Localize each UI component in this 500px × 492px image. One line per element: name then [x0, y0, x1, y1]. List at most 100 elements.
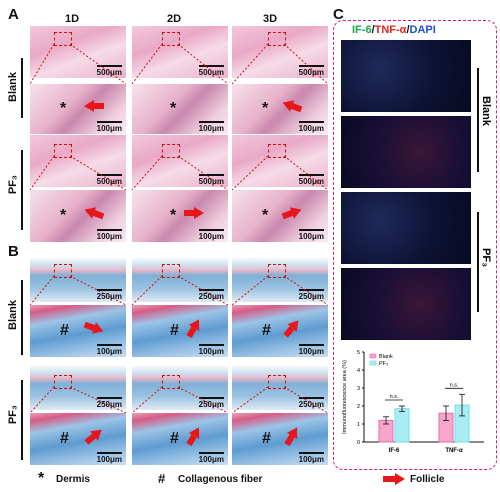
y-tick-label: 0 [357, 440, 360, 446]
a-blank-high-1: 100μm * [30, 84, 126, 134]
if-title: IF-6/TNF-α/DAPI [352, 24, 436, 36]
b-blank-scale-low-1: 250μm [96, 289, 122, 301]
legend-collagen: Collagenous fiber [178, 474, 263, 485]
bar-chart-svg: 0 1 2 3 4 5 Immunofluorescence area (%) IF-6 n.s… [342, 350, 484, 454]
b-pf3-mark-3: # [262, 430, 271, 447]
b-blank-scale-high-1: 100μm [96, 344, 122, 356]
b-pf3-low-3: 250μm [232, 366, 328, 410]
row-label-c-blank: Blank [480, 96, 492, 126]
b-blank-low-3: 250μm [232, 258, 328, 302]
a-pf3-mark-3: * [262, 207, 269, 224]
b-pf3-scale-high-3: 100μm [298, 452, 324, 464]
b-pf3-roi-3 [268, 375, 286, 389]
b-pf3-scale-low-3: 250μm [298, 397, 324, 409]
legend-label-0: Blank [379, 354, 393, 360]
b-pf3-low-2: 250μm [132, 366, 228, 410]
b-blank-low-2: 250μm [132, 258, 228, 302]
panel-label-b: B [8, 243, 19, 260]
a-pf3-scale-low-2: 500μm [198, 174, 224, 186]
scale-label: 250μm [298, 400, 324, 409]
scale-label: 100μm [198, 455, 224, 464]
if-image-pf3-2 [341, 268, 471, 340]
column-header-3d: 3D [262, 13, 278, 25]
if-image-blank-1 [341, 40, 471, 112]
row-bar-b-blank [21, 280, 23, 355]
a-blank-mark-3: * [262, 100, 269, 117]
a-blank-mark-2: * [170, 100, 177, 117]
a-blank-scale-low-3: 500μm [298, 65, 324, 77]
a-pf3-mark-1: * [60, 207, 67, 224]
legend-label-1: PF₃ [379, 361, 388, 367]
b-blank-low-1: 250μm [30, 258, 126, 302]
column-header-2d: 2D [166, 13, 182, 25]
row-bar-a-blank [21, 58, 23, 118]
scale-label: 250μm [198, 292, 224, 301]
b-pf3-mark-2: # [170, 430, 179, 447]
scale-label: 250μm [298, 292, 324, 301]
legend-follicle: Follicle [410, 474, 445, 485]
b-blank-scale-high-3: 100μm [298, 344, 324, 356]
b-pf3-high-3: 100μm # [232, 413, 328, 465]
legend-swatch-0 [369, 353, 377, 359]
x-tick-label: TNF-α [445, 448, 463, 454]
scale-label: 250μm [96, 292, 122, 301]
b-blank-scale-low-2: 250μm [198, 289, 224, 301]
b-pf3-low-1: 250μm [30, 366, 126, 410]
scale-label: 100μm [96, 347, 122, 356]
b-blank-mark-2: # [170, 322, 179, 339]
a-blank-high-2: 100μm * [132, 84, 228, 134]
row-label-a-blank: Blank [7, 72, 19, 102]
b-pf3-scale-high-2: 100μm [198, 452, 224, 464]
a-pf3-low-2: 500μm [132, 135, 228, 187]
a-blank-scale-high-2: 100μm [198, 121, 224, 133]
a-pf3-scale-high-3: 100μm [298, 229, 324, 241]
bar-chart: 0 1 2 3 4 5 Immunofluorescence area (%) IF-6 n.s… [338, 342, 492, 460]
a-pf3-roi-1 [54, 144, 72, 158]
a-blank-low-1: 500μm [30, 26, 126, 78]
scale-label: 100μm [96, 124, 122, 133]
column-header-1d: 1D [64, 13, 80, 25]
a-pf3-high-1: 100μm * [30, 190, 126, 242]
b-pf3-mark-1: # [60, 430, 69, 447]
b-blank-roi-2 [162, 264, 180, 278]
row-bar-c-blank [477, 68, 479, 172]
b-blank-high-1: 100μm # [30, 305, 126, 357]
a-pf3-low-3: 500μm [232, 135, 328, 187]
a-pf3-roi-2 [162, 144, 180, 158]
legend-dermis: Dermis [56, 474, 90, 485]
legend-swatch-1 [369, 360, 377, 366]
scale-label: 500μm [298, 68, 324, 77]
scale-label: 100μm [198, 232, 224, 241]
b-blank-mark-3: # [262, 322, 271, 339]
b-pf3-roi-1 [54, 375, 72, 389]
row-label-b-pf3: PF₃ [7, 405, 19, 425]
a-blank-scale-high-3: 100μm [298, 121, 324, 133]
scale-label: 100μm [298, 455, 324, 464]
scale-label: 100μm [198, 124, 224, 133]
ns-label-1: n.s. [450, 382, 459, 388]
if-image-blank-2 [341, 116, 471, 188]
row-label-c-pf3: PF₃ [480, 248, 492, 268]
scale-label: 100μm [198, 347, 224, 356]
panel-label-a: A [8, 6, 19, 23]
panel-c-frame [333, 20, 497, 470]
y-tick-label: 3 [357, 386, 360, 392]
row-bar-b-pf3 [21, 380, 23, 460]
y-tick-label: 2 [357, 404, 360, 410]
scale-label: 500μm [198, 177, 224, 186]
a-blank-low-3: 500μm [232, 26, 328, 78]
b-blank-high-2: 100μm # [132, 305, 228, 357]
b-blank-roi-3 [268, 264, 286, 278]
a-blank-roi-2 [162, 32, 180, 46]
a-pf3-high-2: 100μm * [132, 190, 228, 242]
scale-label: 500μm [198, 68, 224, 77]
scale-label: 100μm [298, 232, 324, 241]
bar-1-0 [394, 408, 410, 443]
if-title-sep1: / [371, 24, 375, 36]
b-blank-high-3: 100μm # [232, 305, 328, 357]
panel-label-c: C [333, 6, 344, 23]
scale-label: 100μm [298, 124, 324, 133]
b-pf3-roi-2 [162, 375, 180, 389]
b-blank-roi-1 [54, 264, 72, 278]
if-title-dapi: DAPI [409, 24, 436, 36]
